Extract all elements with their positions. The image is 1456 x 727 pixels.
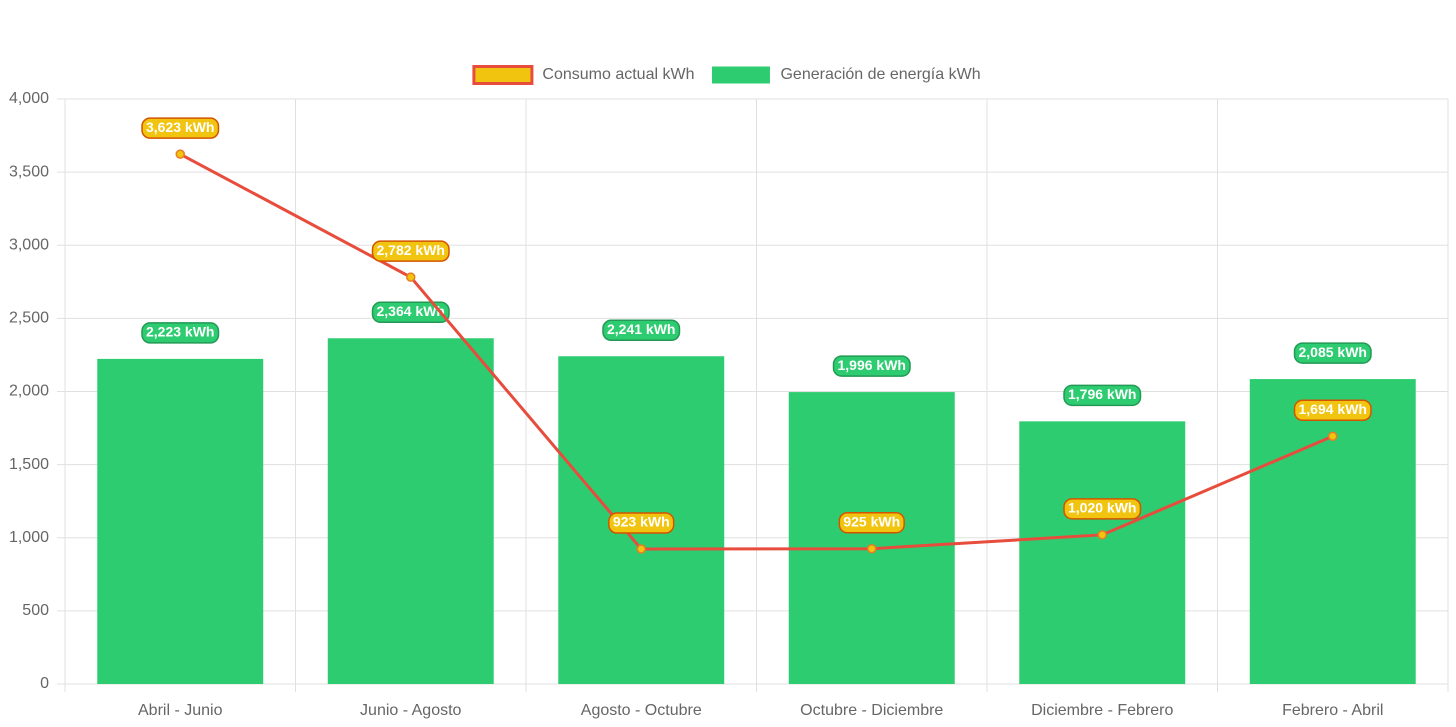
data-label: 1,694 kWh: [1293, 399, 1372, 422]
x-tick-label: Abril - Junio: [138, 702, 223, 719]
data-label: 2,241 kWh: [602, 319, 681, 342]
y-tick-label: 500: [22, 602, 49, 619]
data-label: 1,796 kWh: [1063, 384, 1142, 407]
data-label-text: 3,623 kWh: [146, 119, 214, 135]
data-label-bg: [1293, 399, 1372, 422]
y-tick-label: 0: [40, 675, 49, 692]
point: [406, 272, 416, 282]
line: [179, 152, 1334, 551]
data-label-text: 2,241 kWh: [607, 321, 675, 337]
legend-label: Generación de energía kWh: [780, 66, 980, 83]
data-label-text: 1,020 kWh: [1068, 500, 1136, 516]
data-label-bg: [608, 512, 675, 534]
legend-label: Consumo actual kWh: [542, 66, 694, 83]
data-label: 1,996 kWh: [832, 355, 911, 377]
x-tick-label: Febrero - Abril: [1282, 702, 1383, 719]
x-tick-label: Diciembre - Febrero: [1031, 702, 1173, 719]
data-label-bg: [141, 322, 220, 344]
point: [1328, 431, 1338, 442]
data-label-text: 923 kWh: [613, 514, 670, 530]
data-label-bg: [1293, 342, 1372, 364]
data-label-bg: [838, 511, 905, 534]
data-label-text: 2,223 kWh: [146, 324, 214, 340]
data-label-text: 925 kWh: [843, 513, 900, 529]
data-label-text: 2,364 kWh: [377, 303, 445, 319]
y-tick-label: 3,000: [9, 236, 49, 253]
y-tick-label: 4,000: [9, 90, 49, 107]
y-tick-label: 2,000: [9, 383, 49, 400]
data-label-bg: [602, 319, 681, 342]
legend-item[interactable]: Consumo actual kWh: [472, 65, 695, 85]
point: [1097, 530, 1107, 540]
point: [867, 543, 877, 554]
y-tick-label: 1,500: [9, 456, 49, 473]
y-tick-label: 3,500: [9, 163, 49, 180]
point: [636, 544, 646, 554]
data-label-bg: [371, 240, 450, 262]
data-label: 2,782 kWh: [371, 240, 450, 262]
data-label: 2,223 kWh: [141, 322, 220, 344]
data-label: 2,085 kWh: [1293, 342, 1372, 364]
bar: [97, 358, 264, 684]
y-tick-label: 2,500: [9, 310, 49, 327]
bar: [788, 392, 955, 684]
data-label-bg: [1063, 384, 1142, 407]
data-label-bg: [141, 117, 220, 139]
data-label-text: 1,996 kWh: [838, 357, 906, 373]
data-label: 1,020 kWh: [1063, 498, 1142, 520]
data-label: 925 kWh: [838, 511, 905, 534]
data-label: 923 kWh: [608, 512, 675, 534]
x-tick-label: Junio - Agosto: [360, 702, 462, 719]
bar: [1249, 379, 1416, 684]
point: [175, 149, 185, 159]
legend-item[interactable]: Generación de energía kWh: [711, 66, 981, 84]
data-label-bg: [371, 301, 450, 324]
bar: [327, 338, 494, 684]
x-tick-label: Octubre - Diciembre: [800, 702, 943, 719]
x-tick-label: Agosto - Octubre: [581, 702, 702, 719]
bar: [1019, 421, 1186, 684]
legend-swatch: [711, 66, 770, 84]
data-label-bg: [832, 355, 911, 377]
data-label-text: 2,085 kWh: [1299, 344, 1367, 360]
data-label-text: 1,694 kWh: [1299, 401, 1367, 417]
y-tick-label: 1,000: [9, 529, 49, 546]
data-label: 2,364 kWh: [371, 301, 450, 324]
data-label-bg: [1063, 498, 1142, 520]
data-label: 3,623 kWh: [141, 117, 220, 139]
legend: Consumo actual kWh Generación de energía …: [472, 65, 981, 85]
data-label-text: 1,796 kWh: [1068, 386, 1136, 402]
data-label-text: 2,782 kWh: [377, 242, 445, 258]
legend-swatch: [472, 65, 534, 85]
